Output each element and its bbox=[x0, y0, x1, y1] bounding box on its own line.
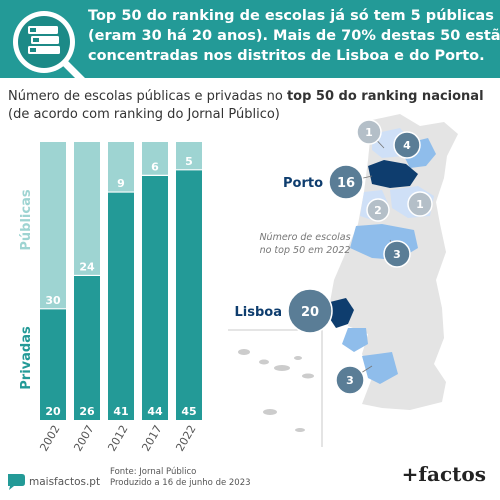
x-tick-label: 2017 bbox=[139, 423, 164, 454]
data-label-publicas: 24 bbox=[79, 260, 95, 273]
count-value: 4 bbox=[403, 139, 411, 152]
map-caption-line: Número de escolas bbox=[259, 232, 350, 243]
portugal-map: 1 4 16 Porto 2 1 3 20 Lisboa 3 Número de escolas no… bbox=[228, 114, 458, 447]
headline-line: Top 50 do ranking de escolas já só tem 5… bbox=[88, 8, 494, 24]
data-label-privadas: 41 bbox=[113, 405, 128, 418]
x-tick-label: 2012 bbox=[105, 423, 130, 454]
map-caption-line: no top 50 em 2022 bbox=[260, 245, 351, 256]
district-beja bbox=[362, 352, 398, 384]
data-label-privadas: 45 bbox=[181, 405, 196, 418]
headline-line: (eram 30 há 20 anos). Mais de 70% destas… bbox=[88, 28, 500, 44]
count-bubble bbox=[383, 240, 411, 268]
header-banner: Top 50 do ranking de escolas já só tem 5… bbox=[0, 0, 500, 86]
count-bubble bbox=[287, 288, 333, 334]
books-magnifier-icon bbox=[13, 11, 88, 86]
bar-privadas bbox=[74, 275, 100, 420]
count-value: 3 bbox=[393, 248, 401, 261]
data-label-privadas: 44 bbox=[147, 405, 163, 418]
count-bubble bbox=[356, 119, 382, 145]
data-label-publicas: 30 bbox=[45, 294, 61, 307]
district-lisboa bbox=[328, 298, 354, 328]
count-bubble bbox=[407, 191, 433, 217]
bar-privadas bbox=[176, 169, 202, 420]
count-bubble bbox=[366, 198, 390, 222]
bar-publicas bbox=[142, 142, 168, 176]
x-tick-label: 2022 bbox=[173, 423, 198, 454]
data-label-publicas: 9 bbox=[117, 177, 125, 190]
bar-publicas bbox=[74, 142, 100, 276]
data-label-privadas: 26 bbox=[79, 405, 95, 418]
count-value: 20 bbox=[301, 305, 319, 320]
bar-publicas bbox=[176, 142, 202, 170]
district-porto bbox=[368, 160, 418, 188]
chat-bubble-icon bbox=[8, 474, 25, 490]
count-value: 2 bbox=[374, 204, 382, 217]
x-tick-label: 2002 bbox=[37, 423, 62, 454]
count-value: 16 bbox=[337, 176, 355, 191]
stacked-bar-chart: 20 30 2002 26 24 2007 41 9 2012 44 6 2017 45 5 2022 Púb… bbox=[19, 142, 202, 454]
district-label: Porto bbox=[283, 176, 323, 191]
footer-source: Fonte: Jornal Público Produzido a 16 de … bbox=[110, 467, 251, 489]
bar-publicas bbox=[108, 142, 134, 193]
subtitle-bold: top 50 do ranking nacional bbox=[286, 89, 484, 104]
legend-publicas: Públicas bbox=[19, 189, 34, 250]
brand-logo: +factos bbox=[401, 462, 486, 486]
district-label: Lisboa bbox=[235, 305, 283, 320]
count-bubble bbox=[335, 365, 365, 395]
source-line: Fonte: Jornal Público bbox=[110, 467, 197, 477]
bar-privadas bbox=[40, 308, 66, 420]
date-line: Produzido a 16 de junho de 2023 bbox=[110, 478, 251, 488]
count-value: 3 bbox=[346, 374, 354, 387]
maisfactos-site-logo: maisfactos.pt bbox=[8, 474, 100, 490]
headline: Top 50 do ranking de escolas já só tem 5… bbox=[88, 6, 500, 66]
count-value: 1 bbox=[416, 198, 424, 211]
islands-inset bbox=[228, 329, 323, 447]
bar-privadas bbox=[108, 192, 134, 420]
subtitle-prefix: Número de escolas públicas e privadas no bbox=[8, 89, 287, 104]
x-tick-label: 2007 bbox=[71, 423, 96, 454]
headline-line: concentradas nos distritos de Lisboa e d… bbox=[88, 48, 485, 64]
legend-privadas: Privadas bbox=[19, 326, 34, 390]
count-value: 1 bbox=[365, 126, 373, 139]
subtitle-line2: (de acordo com ranking do Jornal Público… bbox=[8, 107, 280, 122]
bar-privadas bbox=[142, 175, 168, 420]
district-setubal bbox=[342, 328, 368, 352]
count-bubble bbox=[393, 131, 421, 159]
bar-publicas bbox=[40, 142, 66, 309]
data-label-privadas: 20 bbox=[45, 405, 61, 418]
chart-subtitle: Número de escolas públicas e privadas no… bbox=[8, 88, 484, 124]
islands bbox=[238, 349, 314, 432]
site-name: maisfactos.pt bbox=[29, 476, 100, 488]
count-bubble bbox=[328, 164, 364, 200]
data-label-publicas: 5 bbox=[185, 155, 193, 168]
data-label-publicas: 6 bbox=[151, 160, 159, 173]
